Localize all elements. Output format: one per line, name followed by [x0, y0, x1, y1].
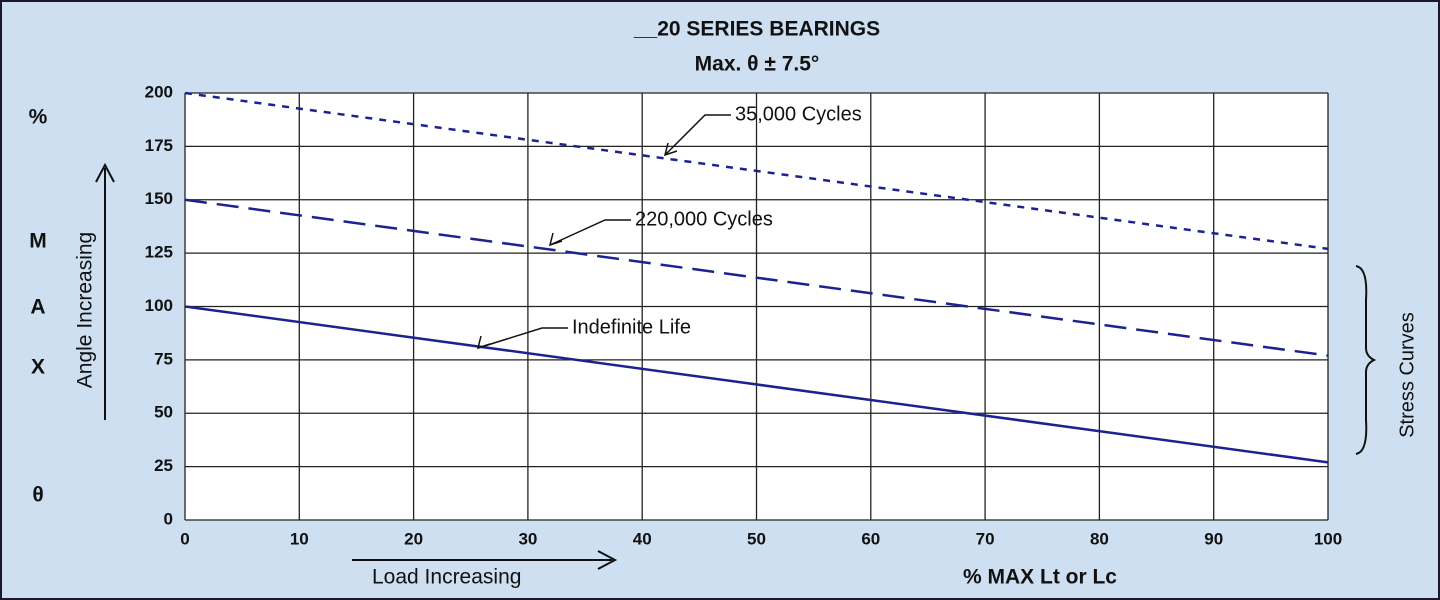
x-tick-label: 90	[1204, 529, 1223, 548]
x-axis-label: % MAX Lt or Lc	[963, 566, 1117, 589]
y-tick-label: 150	[145, 189, 173, 208]
y-tick-label: 125	[145, 243, 173, 262]
y-arrow	[95, 162, 115, 420]
x-tick-label: 80	[1090, 529, 1109, 548]
x-tick-label: 70	[976, 529, 995, 548]
leader-head	[476, 335, 491, 350]
x-tick-label: 20	[404, 529, 423, 548]
series-line	[184, 198, 1329, 357]
chart-subtitle: Max. θ ± 7.5°	[695, 53, 820, 76]
series-label: Indefinite Life	[572, 316, 691, 338]
y-axis-label: Angle Increasing	[74, 232, 97, 388]
series-line	[184, 91, 1329, 251]
y-label-part: M	[29, 230, 47, 253]
leader-head	[663, 142, 678, 157]
leader	[477, 327, 568, 349]
x-tick-label: 100	[1314, 529, 1342, 548]
brace	[1355, 265, 1377, 455]
leader	[549, 219, 631, 246]
x-tick-label: 30	[518, 529, 537, 548]
y-label-part: θ	[32, 484, 43, 507]
y-tick-label: 175	[145, 136, 173, 155]
x-arrow	[352, 550, 618, 570]
y-tick-label: 200	[145, 82, 173, 101]
chart-title: __20 SERIES BEARINGS	[633, 18, 880, 41]
y-tick-label: 75	[154, 349, 173, 368]
series-line	[184, 305, 1329, 464]
series-label: 35,000 Cycles	[735, 103, 862, 125]
x-arrow-label: Load Increasing	[372, 566, 521, 589]
leader-head	[548, 232, 563, 247]
x-tick-label: 40	[633, 529, 652, 548]
y-tick-label: 50	[154, 403, 173, 422]
leader	[664, 114, 731, 156]
y-tick-label: 25	[154, 456, 173, 475]
x-tick-label: 10	[290, 529, 309, 548]
right-label: Stress Curves	[1396, 312, 1418, 438]
y-tick-label: 0	[164, 509, 173, 528]
x-tick-label: 60	[861, 529, 880, 548]
series-label: 220,000 Cycles	[635, 208, 773, 230]
y-label-part: X	[31, 356, 45, 379]
y-tick-label: 100	[145, 296, 173, 315]
y-label-part: A	[30, 296, 45, 319]
x-tick-label: 50	[747, 529, 766, 548]
x-tick-label: 0	[180, 529, 189, 548]
y-label-part: %	[29, 106, 48, 129]
